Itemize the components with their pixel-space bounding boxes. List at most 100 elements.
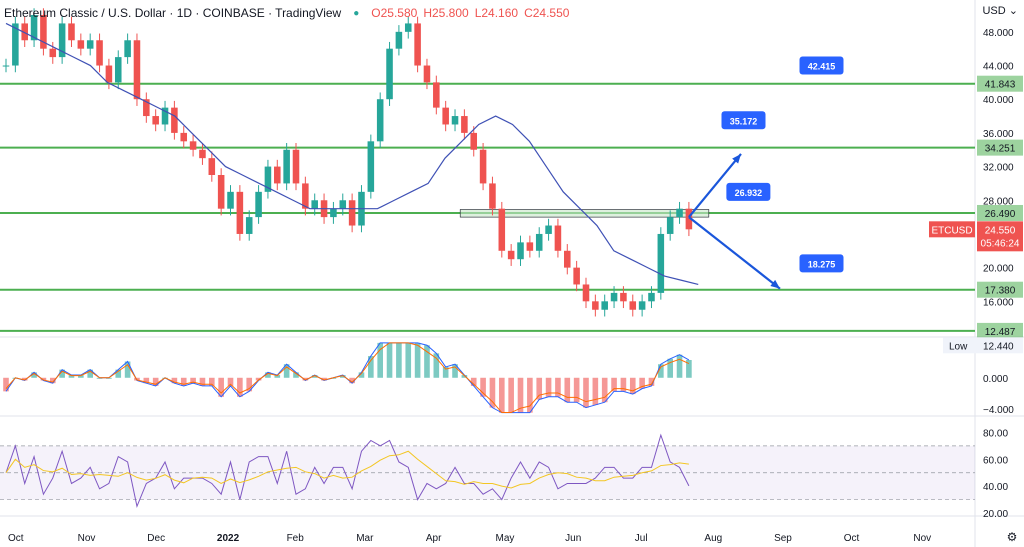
candle-body [666,217,674,234]
price-tick-label: 36.000 [983,129,1014,140]
rsi-tick-label: 80.00 [983,428,1008,439]
macd-histogram-bar [583,377,589,408]
candle-body [68,23,75,41]
macd-histogram-bar [658,364,664,378]
candle-body [545,225,552,234]
settings-gear-icon: ⚙ [1007,530,1018,544]
time-tick-label: Dec [147,533,165,544]
macd-histogram-bar [489,377,496,408]
ohlc-open: O25.580 [371,6,418,20]
macd-histogram-bar [648,377,655,386]
candle-body [311,200,318,209]
candle-body [40,15,47,49]
candle-body [152,116,159,125]
time-tick-label: Nov [78,533,96,544]
candle-body [461,116,468,133]
macd-histogram-bar [143,377,150,384]
candle-body [77,40,85,49]
candle-body [386,48,393,100]
rsi-tick-label: 60.00 [983,455,1008,466]
macd-histogram-bar [517,377,524,413]
macd-histogram-bar [171,377,178,384]
candle-body [470,132,478,150]
macd-histogram-bar [311,375,318,378]
countdown-label: 05:46:24 [981,238,1020,249]
macd-histogram-bar [208,377,215,386]
ohlc-close: C24.550 [524,6,570,20]
currency-dropdown[interactable]: USD ⌄ [982,4,1018,17]
price-tick-label: 44.000 [983,62,1014,73]
macd-histogram-bar [293,372,299,378]
time-tick-label: Apr [426,533,442,544]
last-price-badge [977,221,1023,252]
macd-histogram-bar [508,377,514,413]
time-tick-label: Sep [774,533,792,544]
macd-histogram-bar [442,366,449,378]
macd-histogram-bar [667,358,673,378]
macd-histogram-bar [470,377,477,386]
candle-body [376,99,384,142]
ohlc-low: L24.160 [474,6,519,20]
candle-body [573,267,580,285]
candle-body [601,301,608,310]
chart-header: Ethereum Classic / U.S. Dollar · 1D · CO… [4,6,569,20]
macd-histogram-bar [21,377,28,381]
candle-body [217,175,225,209]
macd-histogram-bar [78,375,84,378]
time-tick-label: Nov [913,533,931,544]
level-badge [977,75,1023,92]
macd-histogram-bar [414,342,421,378]
candle-body [96,40,103,66]
candle-body [143,99,150,117]
candle-body [498,208,506,251]
candle-body [236,191,244,234]
candle-body [620,292,627,302]
candle-body [517,242,524,260]
candle-body [479,149,487,184]
macd-histogram-bar [302,377,309,381]
time-tick-label: Aug [704,533,722,544]
candle-body [442,107,449,125]
candle-body [161,107,169,125]
candle-body [367,141,375,192]
chevron-down-icon: ⌄ [1008,5,1018,17]
macd-histogram-bar [536,377,543,400]
candle-body [554,225,562,251]
price-tick-label: 28.000 [983,196,1014,207]
macd-histogram-bar [386,342,393,378]
candle-body [489,183,496,209]
time-tick-label: May [496,533,515,544]
time-tick-label: Oct [844,533,860,544]
macd-histogram-bar [190,377,196,384]
candle-body [302,183,309,209]
candle-body [283,149,290,184]
candle-body [657,233,665,293]
macd-histogram-bar [368,356,374,378]
level-label: 26.490 [985,209,1016,220]
level-label: 34.251 [985,144,1016,155]
candle-body [208,158,216,175]
candle-body [264,166,272,192]
level-badge [977,139,1023,156]
price-tick-label: 16.000 [983,297,1014,308]
macd-histogram-bar [573,377,580,403]
macd-histogram-bar [433,353,440,378]
candle-body [433,82,440,108]
rsi-tick-label: 20.00 [983,509,1008,520]
macd-histogram-bar [601,377,608,403]
candle-body [535,233,543,251]
macd-histogram-bar [527,377,533,413]
candle-body [629,301,637,310]
macd-histogram-bar [686,359,692,378]
price-tick-label: 48.000 [983,28,1014,39]
macd-histogram-bar [180,377,187,386]
candle-body [180,132,188,142]
macd-histogram-bar [283,364,290,378]
candle-body [348,200,356,226]
target-callout [799,254,844,273]
candle-body [105,65,113,83]
macd-histogram-bar [246,377,253,392]
rsi-signal-line [5,450,689,489]
macd-histogram-bar [3,377,9,392]
